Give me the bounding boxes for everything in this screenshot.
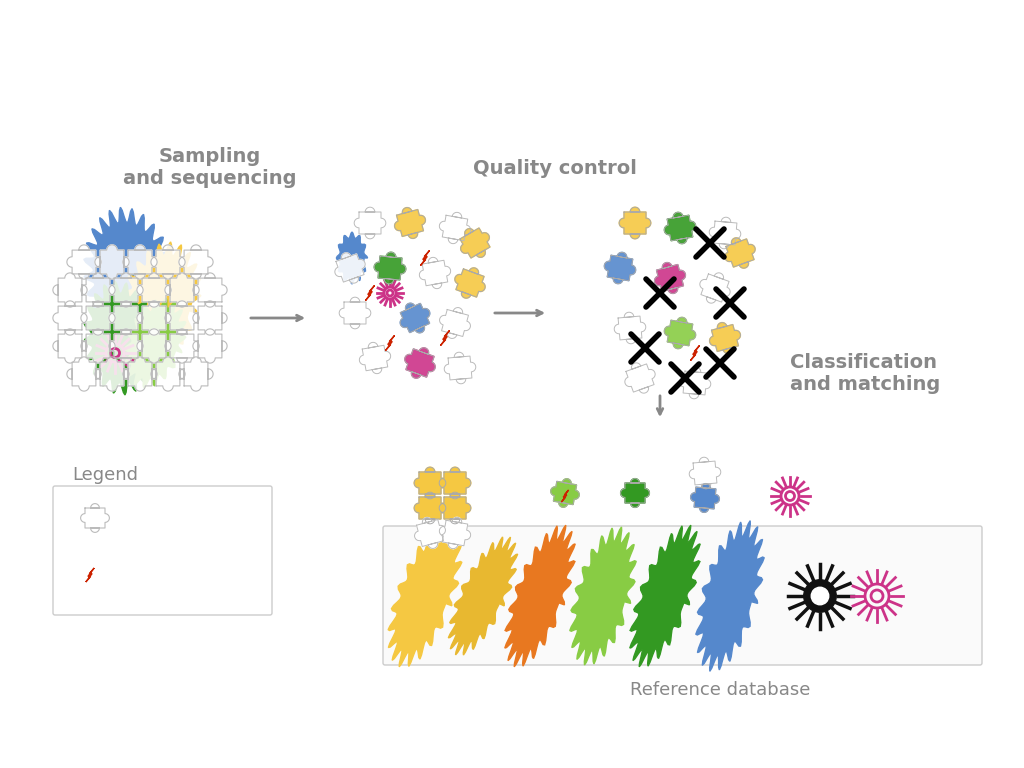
Polygon shape [179,245,213,279]
Polygon shape [620,207,651,239]
Polygon shape [81,301,115,335]
Polygon shape [415,467,445,498]
Polygon shape [679,367,711,399]
Polygon shape [654,263,685,293]
Text: Read: Read [122,509,164,527]
Polygon shape [109,329,143,363]
Polygon shape [67,357,101,391]
Polygon shape [551,478,580,507]
Polygon shape [165,329,199,363]
Polygon shape [123,245,157,279]
Polygon shape [561,490,568,502]
Polygon shape [84,281,157,395]
Polygon shape [123,357,157,391]
Polygon shape [439,307,470,339]
Polygon shape [710,323,740,353]
Polygon shape [665,317,695,349]
Polygon shape [151,357,185,391]
Polygon shape [109,301,143,335]
Circle shape [804,580,837,612]
Polygon shape [710,217,740,249]
Polygon shape [81,504,110,532]
Polygon shape [95,357,129,391]
Text: Quality control: Quality control [473,158,637,177]
Polygon shape [67,245,101,279]
Polygon shape [699,273,730,303]
Polygon shape [124,298,186,388]
FancyBboxPatch shape [383,526,982,665]
Polygon shape [455,268,485,298]
Polygon shape [690,346,699,360]
Polygon shape [359,343,391,374]
Polygon shape [621,478,649,508]
Polygon shape [460,228,490,258]
Polygon shape [193,301,227,335]
Polygon shape [151,245,185,279]
Polygon shape [120,242,201,364]
Polygon shape [385,336,394,350]
Polygon shape [690,484,719,512]
Polygon shape [400,303,430,333]
Polygon shape [53,301,87,335]
Polygon shape [420,257,451,289]
Polygon shape [439,492,471,524]
Polygon shape [109,273,143,307]
Polygon shape [439,518,471,548]
Polygon shape [53,329,87,363]
Circle shape [811,588,828,604]
Polygon shape [689,457,721,488]
Polygon shape [614,313,646,344]
Polygon shape [53,273,87,307]
Text: Classification
and matching: Classification and matching [790,353,940,393]
Polygon shape [388,525,462,667]
Polygon shape [421,250,429,266]
Polygon shape [81,273,115,307]
Text: Sequencing
error: Sequencing error [122,555,219,594]
Polygon shape [440,330,450,346]
Polygon shape [505,525,575,667]
Text: Reference database: Reference database [630,681,810,699]
Polygon shape [439,212,471,243]
Polygon shape [394,207,425,238]
Polygon shape [415,492,445,524]
Polygon shape [95,245,129,279]
Polygon shape [439,467,471,498]
Polygon shape [193,329,227,363]
Polygon shape [725,238,755,268]
Polygon shape [604,253,636,283]
Polygon shape [81,329,115,363]
Text: Sampling
and sequencing: Sampling and sequencing [123,147,297,188]
Polygon shape [339,297,371,329]
Polygon shape [137,301,171,335]
Polygon shape [366,286,375,300]
Polygon shape [193,273,227,307]
Polygon shape [165,301,199,335]
FancyBboxPatch shape [53,486,272,615]
Polygon shape [137,273,171,307]
Polygon shape [179,357,213,391]
Polygon shape [137,329,171,363]
Polygon shape [449,537,518,655]
Polygon shape [404,348,435,378]
Polygon shape [165,273,199,307]
Polygon shape [84,207,176,349]
Polygon shape [335,253,366,283]
Polygon shape [569,527,636,665]
Polygon shape [86,568,94,582]
Polygon shape [374,252,406,284]
Polygon shape [665,212,695,243]
Polygon shape [630,525,700,667]
Polygon shape [625,362,655,393]
Polygon shape [337,232,368,284]
Polygon shape [444,353,476,384]
Polygon shape [695,521,764,671]
Text: Legend: Legend [72,466,138,484]
Polygon shape [415,518,445,548]
Polygon shape [354,207,386,239]
